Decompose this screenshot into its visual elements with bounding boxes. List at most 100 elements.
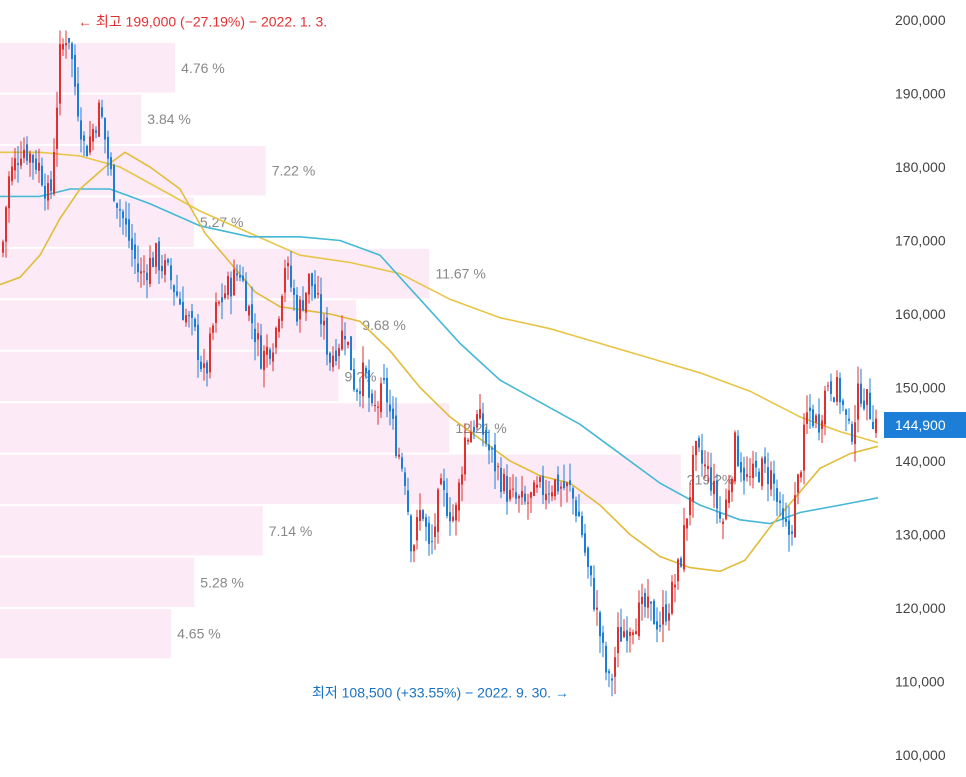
candle-body: [128, 219, 130, 241]
candle-body: [386, 377, 388, 403]
candle-body: [200, 361, 202, 370]
candle-body: [638, 602, 640, 637]
current-price-label: 144,900: [895, 417, 946, 433]
candle-body: [215, 302, 217, 323]
candle-body: [728, 490, 730, 503]
candle-body: [26, 144, 28, 161]
candle-body: [110, 157, 112, 170]
candle-body: [278, 318, 280, 332]
candle-body: [857, 383, 859, 420]
volume-profile-label: 7.14 %: [269, 523, 313, 539]
candle-body: [806, 412, 808, 424]
high-annotation: ← 최고 199,000 (−27.19%) − 2022. 1. 3.: [78, 13, 327, 29]
candle-body: [671, 581, 673, 614]
candle-body: [830, 381, 832, 394]
candle-body: [374, 405, 376, 406]
candle-body: [428, 522, 430, 544]
candle-body: [5, 207, 7, 242]
candle-body: [533, 482, 535, 496]
candle-body: [629, 631, 631, 636]
candle-body: [674, 584, 676, 588]
candle-body: [836, 377, 838, 402]
candle-body: [317, 293, 319, 295]
candle-body: [719, 512, 721, 519]
candle-body: [854, 422, 856, 445]
candle-body: [212, 325, 214, 333]
candle-body: [515, 492, 517, 499]
candle-body: [776, 488, 778, 502]
candle-body: [521, 491, 523, 498]
candle-body: [569, 480, 571, 486]
candle-body: [239, 275, 241, 278]
candle-body: [614, 657, 616, 677]
candle-body: [422, 510, 424, 519]
candle-body: [524, 493, 526, 502]
candle-body: [596, 607, 598, 610]
candle-body: [635, 631, 637, 635]
candle-body: [788, 520, 790, 535]
volume-profile-label: 3.84 %: [147, 111, 191, 127]
candle-body: [98, 102, 100, 137]
candle-body: [338, 348, 340, 356]
candle-body: [254, 328, 256, 343]
candle-body: [860, 383, 862, 404]
candle-body: [152, 257, 154, 267]
volume-profile-bar: [0, 248, 430, 299]
y-tick-label: 130,000: [895, 527, 946, 543]
candle-body: [782, 508, 784, 520]
candle-body: [449, 512, 451, 522]
candle-body: [158, 241, 160, 271]
candle-body: [743, 467, 745, 481]
candle-body: [368, 370, 370, 398]
candle-body: [815, 415, 817, 423]
candle-body: [416, 517, 418, 541]
candle-body: [413, 545, 415, 552]
candle-body: [656, 621, 658, 630]
candle-body: [263, 350, 265, 370]
candle-body: [665, 604, 667, 622]
candle-body: [578, 511, 580, 517]
candle-body: [650, 601, 652, 604]
candle-body: [677, 559, 679, 582]
candle-body: [773, 473, 775, 484]
candle-body: [113, 165, 115, 201]
candle-body: [383, 378, 385, 381]
candle-body: [170, 265, 172, 281]
candle-body: [740, 462, 742, 473]
volume-profile-label: 4.76 %: [181, 60, 225, 76]
y-tick-label: 110,000: [895, 674, 945, 690]
y-tick-label: 100,000: [895, 747, 946, 763]
candle-body: [356, 389, 358, 392]
candle-body: [800, 472, 802, 478]
candle-body: [140, 271, 142, 274]
candle-body: [176, 291, 178, 296]
candle-body: [251, 304, 253, 324]
candle-body: [68, 38, 70, 43]
candle-body: [326, 317, 328, 355]
candle-body: [545, 493, 547, 501]
candle-body: [80, 120, 82, 140]
candle-body: [293, 288, 295, 295]
candle-body: [125, 218, 127, 225]
y-tick-label: 120,000: [895, 600, 946, 616]
candle-body: [440, 478, 442, 485]
y-tick-label: 140,000: [895, 453, 946, 469]
candle-body: [794, 495, 796, 538]
candle-body: [530, 492, 532, 498]
candle-body: [779, 500, 781, 504]
low-annotation: 최저 108,500 (+33.55%) − 2022. 9. 30. →: [312, 685, 569, 701]
candle-body: [410, 515, 412, 552]
candle-body: [731, 479, 733, 493]
candle-body: [341, 330, 343, 350]
candle-body: [791, 531, 793, 534]
candle-body: [359, 391, 361, 394]
candle-body: [590, 565, 592, 576]
candle-body: [722, 521, 724, 524]
candle-body: [647, 596, 649, 608]
candle-body: [329, 353, 331, 363]
candle-body: [710, 467, 712, 491]
candle-body: [41, 165, 43, 186]
candle-body: [272, 352, 274, 362]
candle-body: [557, 474, 559, 492]
